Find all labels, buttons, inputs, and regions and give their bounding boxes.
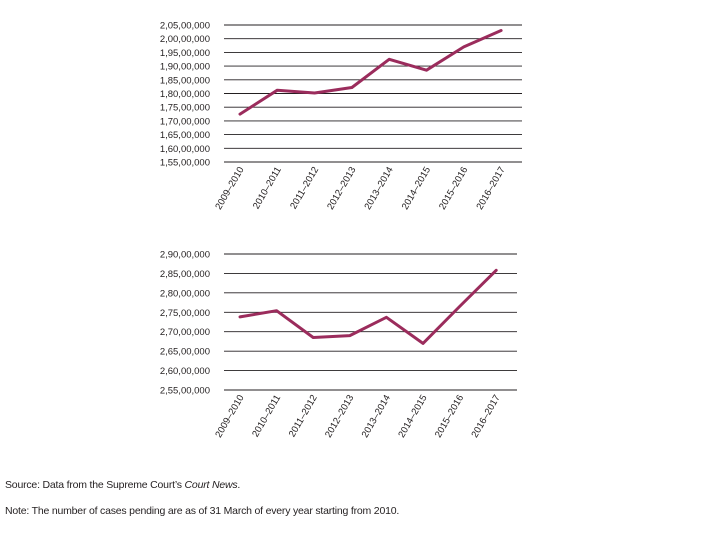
footnote: Note: The number of cases pending are as… [5, 505, 400, 517]
x-tick-label: 2009–2010 [213, 393, 246, 440]
y-tick-label: 2,65,00,000 [160, 347, 210, 358]
x-tick-label: 2009–2010 [213, 165, 246, 212]
y-tick-label: 1,85,00,000 [160, 75, 210, 86]
y-tick-label: 1,65,00,000 [160, 130, 210, 141]
x-tick-label: 2014–2015 [400, 165, 433, 212]
y-tick-label: 2,55,00,000 [160, 386, 210, 397]
x-tick-label: 2013–2014 [360, 393, 393, 440]
chart-2: 2,55,00,000 2,60,00,000 2,65,00,000 2,70,00… [160, 250, 517, 440]
x-tick-label: 2015–2016 [433, 393, 466, 440]
x-tick-label: 2013–2014 [362, 165, 395, 212]
source-italic: Court News [184, 479, 238, 491]
y-tick-label: 2,60,00,000 [160, 366, 210, 377]
y-tick-label: 2,05,00,000 [160, 21, 210, 32]
x-tick-label: 2011–2012 [288, 165, 321, 211]
y-tick-label: 2,70,00,000 [160, 327, 210, 338]
x-tick-label: 2010–2011 [250, 393, 283, 439]
series-line [238, 29, 503, 116]
y-tick-label: 1,95,00,000 [160, 48, 210, 59]
x-tick-label: 2016–2017 [469, 393, 502, 440]
y-tick-label: 1,70,00,000 [160, 116, 210, 127]
x-tick-label: 2012–2013 [325, 165, 358, 212]
y-tick-label: 2,90,00,000 [160, 250, 210, 261]
x-tick-label: 2012–2013 [323, 393, 356, 440]
x-tick-label: 2014–2015 [396, 393, 429, 440]
y-tick-label: 2,00,00,000 [160, 34, 210, 45]
series-line [238, 268, 498, 345]
y-tick-label: 1,80,00,000 [160, 89, 210, 100]
y-tick-label: 1,60,00,000 [160, 144, 210, 155]
source-suffix: . [237, 479, 241, 491]
y-tick-label: 1,90,00,000 [160, 62, 210, 73]
y-tick-label: 2,80,00,000 [160, 288, 210, 299]
x-tick-label: 2011–2012 [287, 393, 320, 439]
chart-1: 1,55,00,000 1,60,00,000 1,65,00,000 1,70,00… [160, 21, 522, 212]
source-prefix: Source: Data from the Supreme Court’s [5, 479, 185, 491]
x-tick-label: 2015–2016 [437, 165, 470, 212]
y-tick-label: 1,55,00,000 [160, 158, 210, 169]
y-tick-label: 2,75,00,000 [160, 308, 210, 319]
x-tick-label: 2010–2011 [251, 165, 284, 211]
y-tick-label: 2,85,00,000 [160, 269, 210, 280]
y-tick-label: 1,75,00,000 [160, 103, 210, 114]
source-note: Source: Data from the Supreme Court’s Co… [5, 479, 240, 491]
x-tick-label: 2016–2017 [474, 165, 507, 212]
